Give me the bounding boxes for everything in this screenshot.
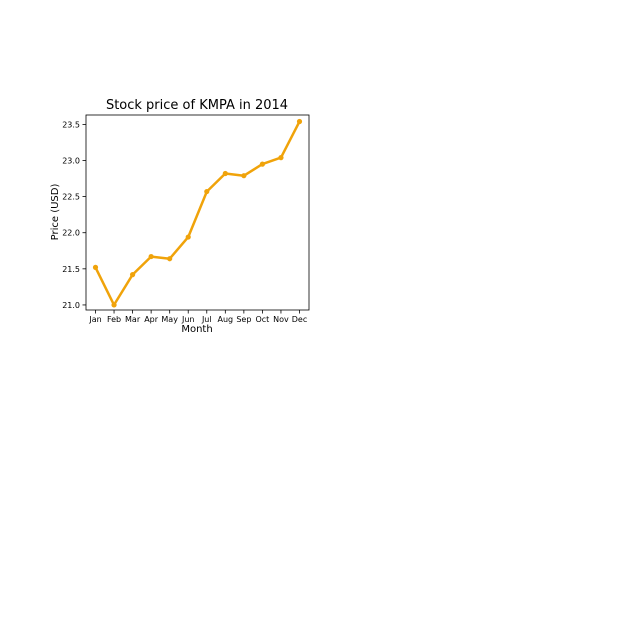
x-tick-label: Oct — [255, 315, 269, 324]
y-axis-title: Price (USD) — [50, 184, 61, 241]
x-axis: Jan Feb Mar Apr May Jun Jul Aug Sep Oct Nov Dec — [88, 310, 307, 324]
y-tick-label: 22.0 — [62, 229, 80, 238]
data-point — [222, 170, 228, 177]
data-point — [148, 253, 154, 260]
x-tick-label: Aug — [218, 315, 234, 324]
data-point — [111, 302, 117, 308]
y-tick-label: 22.5 — [62, 193, 80, 202]
plot-area-frame — [85, 114, 310, 311]
y-tick-label: 21.5 — [62, 265, 80, 274]
data-point — [204, 188, 210, 195]
x-tick-label: May — [161, 315, 178, 324]
series-line — [94, 120, 301, 307]
x-tick-label: Apr — [144, 315, 159, 324]
y-axis: 21.0 21.5 22.0 22.5 23.0 23.5 — [62, 120, 86, 310]
x-tick-label: Jul — [201, 315, 212, 324]
y-tick-label: 21.0 — [62, 301, 80, 310]
data-point — [185, 234, 191, 240]
chart-title: Stock price of KMPA in 2014 — [106, 98, 288, 113]
data-point — [167, 256, 173, 262]
data-point — [92, 264, 99, 270]
x-axis-title: Month — [181, 324, 212, 335]
data-point — [129, 272, 136, 278]
x-tick-label: Nov — [273, 315, 289, 324]
data-point — [278, 155, 284, 161]
x-tick-label: Sep — [236, 315, 251, 324]
y-tick-label: 23.5 — [62, 120, 80, 129]
y-tick-label: 23.0 — [62, 157, 80, 166]
x-tick-label: Mar — [125, 315, 141, 324]
x-tick-label: Jun — [181, 315, 195, 324]
data-point — [259, 161, 266, 167]
data-point — [241, 173, 247, 179]
data-point — [296, 118, 303, 125]
x-tick-label: Feb — [107, 315, 121, 324]
x-tick-label: Jan — [88, 315, 101, 324]
x-tick-label: Dec — [292, 315, 307, 324]
series-layer — [92, 118, 303, 308]
